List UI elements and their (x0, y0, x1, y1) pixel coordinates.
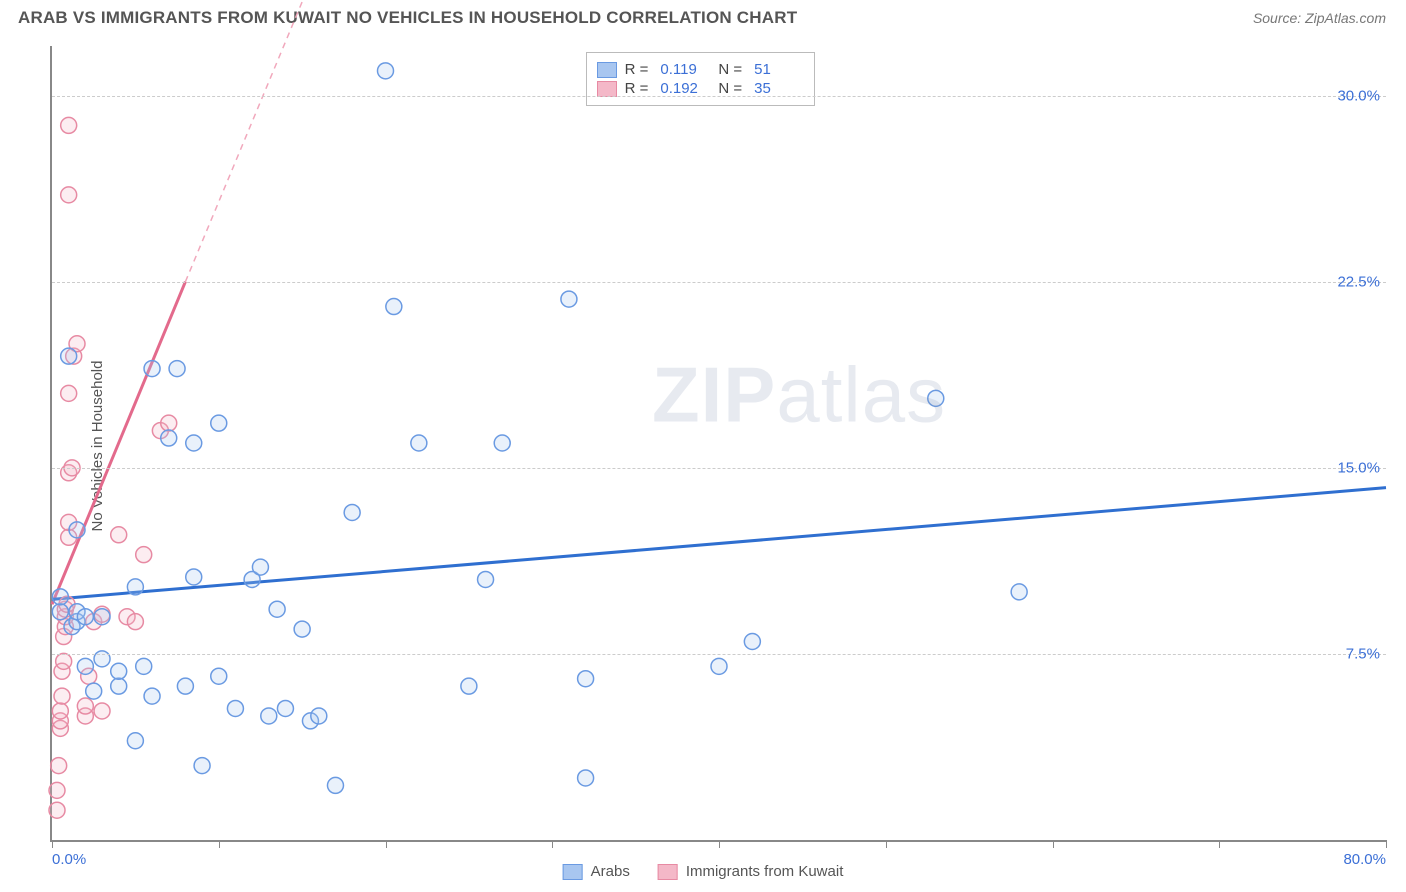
plot-svg (52, 46, 1386, 840)
legend-swatch (658, 864, 678, 880)
legend-r-value: 0.192 (660, 80, 710, 97)
x-tick (1386, 840, 1387, 848)
x-tick (552, 840, 553, 848)
legend-swatch (597, 62, 617, 78)
x-tick (52, 840, 53, 848)
legend-item: Arabs (563, 863, 630, 880)
x-tick-label: 0.0% (52, 851, 86, 868)
legend-row: R = 0.192 N = 35 (597, 80, 805, 97)
legend-label: Arabs (591, 863, 630, 880)
legend-item: Immigrants from Kuwait (658, 863, 844, 880)
y-tick-label: 15.0% (1337, 459, 1380, 476)
x-tick-label: 80.0% (1343, 851, 1386, 868)
legend-n-label: N = (718, 61, 742, 78)
gridline (52, 468, 1386, 469)
x-tick (386, 840, 387, 848)
legend-r-value: 0.119 (660, 61, 710, 78)
legend-n-value: 35 (754, 80, 804, 97)
chart-header: ARAB VS IMMIGRANTS FROM KUWAIT NO VEHICL… (0, 0, 1406, 34)
source-prefix: Source: (1253, 10, 1305, 26)
gridline (52, 282, 1386, 283)
x-tick (1219, 840, 1220, 848)
series-legend: Arabs Immigrants from Kuwait (563, 863, 844, 880)
chart-title: ARAB VS IMMIGRANTS FROM KUWAIT NO VEHICL… (18, 8, 797, 28)
source-attribution: Source: ZipAtlas.com (1253, 10, 1386, 26)
scatter-chart: ZIPatlas R =0.119N =51R =0.192N =35 7.5%… (50, 46, 1386, 842)
x-tick (1053, 840, 1054, 848)
legend-swatch (563, 864, 583, 880)
correlation-legend: R = 0.119 N = 51 R = 0.192 N = 35 (586, 52, 816, 106)
y-tick-label: 22.5% (1337, 273, 1380, 290)
legend-n-value: 51 (754, 61, 804, 78)
x-tick (219, 840, 220, 848)
legend-row: R = 0.119 N = 51 (597, 61, 805, 78)
legend-swatch (597, 81, 617, 97)
x-tick (719, 840, 720, 848)
x-tick (886, 840, 887, 848)
legend-r-label: R = (625, 61, 649, 78)
y-tick-label: 30.0% (1337, 87, 1380, 104)
legend-label: Immigrants from Kuwait (686, 863, 844, 880)
source-name: ZipAtlas.com (1305, 10, 1386, 26)
gridline (52, 654, 1386, 655)
legend-n-label: N = (718, 80, 742, 97)
gridline (52, 96, 1386, 97)
legend-r-label: R = (625, 80, 649, 97)
y-tick-label: 7.5% (1346, 645, 1380, 662)
